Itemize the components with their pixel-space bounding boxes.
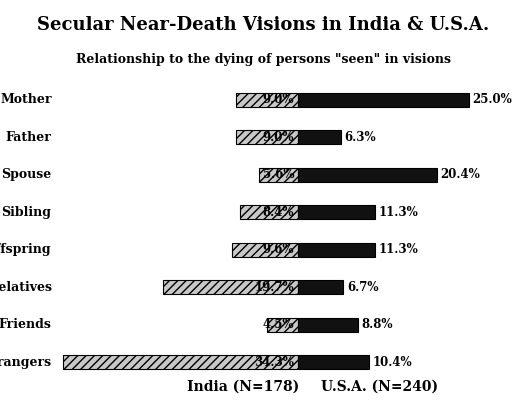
Bar [298,243,375,257]
Bar [236,130,298,145]
Text: Other relatives: Other relatives [0,281,52,294]
Text: 11.3%: 11.3% [378,206,418,219]
Text: India (N=178): India (N=178) [187,380,299,394]
Text: Father: Father [6,131,52,144]
Text: 11.3%: 11.3% [378,243,418,256]
Text: Mother: Mother [0,93,52,106]
Text: U.S.A. (N=240): U.S.A. (N=240) [321,380,438,394]
Text: 5.6%: 5.6% [263,169,294,181]
Text: Secular Near-Death Visions in India & U.S.A.: Secular Near-Death Visions in India & U.… [37,16,490,35]
Text: 8.4%: 8.4% [263,206,294,219]
Text: Strangers: Strangers [0,356,52,369]
Text: 9.0%: 9.0% [263,93,294,106]
Text: 10.4%: 10.4% [372,356,412,369]
Bar [298,280,344,294]
Text: 4.5%: 4.5% [263,319,294,331]
Text: 34.3%: 34.3% [255,356,294,369]
Bar [298,205,375,219]
Text: 8.8%: 8.8% [362,319,393,331]
Text: Friends: Friends [0,319,52,331]
Text: 20.4%: 20.4% [441,169,480,181]
Text: 19.7%: 19.7% [255,281,294,294]
Bar [298,168,437,182]
Bar [259,168,298,182]
Bar [298,130,341,145]
Text: Spouse: Spouse [1,169,52,181]
Bar [267,318,298,332]
Bar [236,93,298,107]
Bar [298,318,358,332]
Text: 25.0%: 25.0% [472,93,512,106]
Text: Relationship to the dying of persons "seen" in visions: Relationship to the dying of persons "se… [76,53,451,67]
Bar [298,93,469,107]
Text: 6.3%: 6.3% [344,131,376,144]
Text: Sibling: Sibling [2,206,52,219]
Bar [232,243,298,257]
Bar [63,355,298,369]
Text: Offspring: Offspring [0,243,52,256]
Text: 9.0%: 9.0% [263,131,294,144]
Text: 6.7%: 6.7% [347,281,378,294]
Text: 9.6%: 9.6% [263,243,294,256]
Bar [240,205,298,219]
Bar [298,355,369,369]
Bar [163,280,298,294]
